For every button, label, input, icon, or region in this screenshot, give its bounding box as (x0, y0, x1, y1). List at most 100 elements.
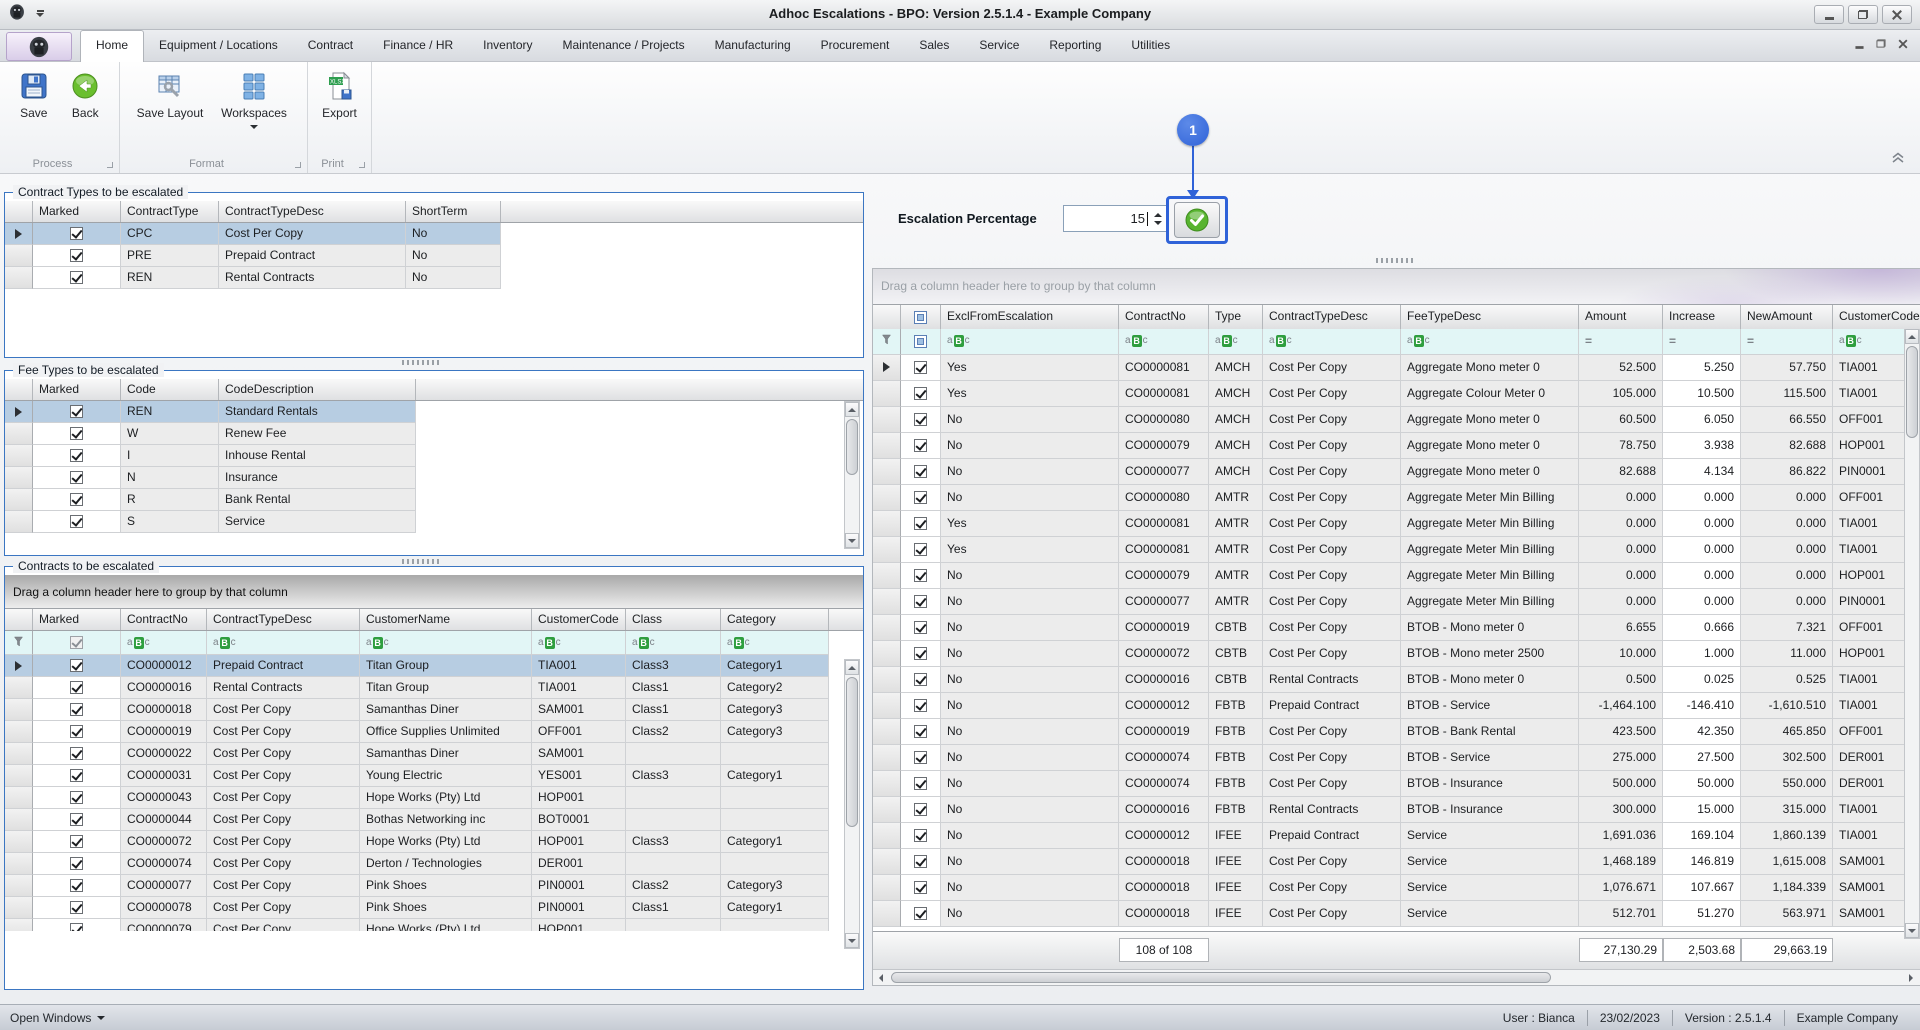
checkbox[interactable] (914, 516, 927, 530)
cell[interactable]: Cost Per Copy (1263, 718, 1401, 745)
checkbox[interactable] (70, 515, 83, 528)
cell[interactable]: Yes (941, 354, 1119, 381)
table-row[interactable]: No CO0000074 FBTB Cost Per Copy BTOB - Insur… (873, 770, 1920, 797)
cell[interactable]: Aggregate Meter Min Billing (1401, 562, 1579, 589)
column-header-marked[interactable]: Marked (33, 609, 121, 630)
cell[interactable]: Cost Per Copy (1263, 874, 1401, 901)
checkbox[interactable] (914, 906, 927, 920)
column-header-marked[interactable]: Marked (33, 201, 121, 222)
cell[interactable]: 115.500 (1741, 380, 1833, 407)
cell[interactable]: FBTB (1209, 744, 1263, 771)
tab-equipment-locations[interactable]: Equipment / Locations (159, 38, 278, 52)
cell[interactable]: 146.819 (1663, 848, 1741, 875)
cell[interactable]: HOP001 (532, 787, 626, 809)
marked-cell[interactable] (33, 831, 121, 853)
cell[interactable]: No (941, 718, 1119, 745)
marked-cell[interactable] (33, 853, 121, 875)
cell[interactable]: TIA001 (532, 677, 626, 699)
table-row[interactable]: CO0000016 Rental Contracts Titan Group TIA0… (5, 677, 863, 699)
cell[interactable] (626, 743, 721, 765)
marked-cell[interactable] (901, 432, 941, 459)
checkbox[interactable] (70, 427, 83, 440)
marked-cell[interactable] (33, 423, 121, 445)
marked-cell[interactable] (901, 796, 941, 823)
cell[interactable]: -1,610.510 (1741, 692, 1833, 719)
cell[interactable]: PIN0001 (532, 897, 626, 919)
scroll-down-icon[interactable] (845, 933, 859, 948)
cell[interactable]: 15.000 (1663, 796, 1741, 823)
checkbox[interactable] (70, 227, 83, 240)
cell[interactable]: SAM001 (532, 699, 626, 721)
escalation-percentage-input[interactable]: 15 (1063, 205, 1167, 232)
cell[interactable]: 42.350 (1663, 718, 1741, 745)
cell[interactable]: 0.000 (1663, 562, 1741, 589)
cell[interactable]: AMTR (1209, 510, 1263, 537)
cell[interactable]: FBTB (1209, 718, 1263, 745)
marked-cell[interactable] (901, 562, 941, 589)
table-row[interactable]: No CO0000016 FBTB Rental Contracts BTOB - In… (873, 796, 1920, 823)
table-row[interactable]: CO0000078 Cost Per Copy Pink Shoes PIN0001 C… (5, 897, 863, 919)
cell[interactable]: AMCH (1209, 380, 1263, 407)
dialog-launcher-icon[interactable] (359, 162, 365, 168)
cell[interactable]: No (941, 484, 1119, 511)
cell[interactable]: 1.000 (1663, 640, 1741, 667)
column-header-contracttypedesc[interactable]: ContractTypeDesc (219, 201, 406, 222)
numeric-filter-icon[interactable]: = (1585, 334, 1593, 349)
cell[interactable]: 1,076.671 (1579, 874, 1663, 901)
cell[interactable]: CPC (121, 223, 219, 245)
cell[interactable]: Cost Per Copy (207, 787, 360, 809)
cell[interactable]: Hope Works (Pty) Ltd (360, 919, 532, 931)
checkbox[interactable] (70, 249, 83, 262)
cell[interactable]: BTOB - Mono meter 2500 (1401, 640, 1579, 667)
cell[interactable]: AMCH (1209, 432, 1263, 459)
marked-cell[interactable] (33, 655, 121, 677)
close-button[interactable] (1882, 5, 1912, 24)
cell[interactable]: Service (1401, 900, 1579, 927)
table-row[interactable]: CPC Cost Per Copy No (5, 223, 863, 245)
marked-cell[interactable] (901, 510, 941, 537)
table-row[interactable]: No CO0000080 AMCH Cost Per Copy Aggregate Mo… (873, 406, 1920, 433)
marked-cell[interactable] (901, 900, 941, 927)
cell[interactable]: CO0000019 (1119, 718, 1209, 745)
marked-cell[interactable] (33, 897, 121, 919)
table-row[interactable]: No CO0000018 IFEE Cost Per Copy Service 1,468… (873, 848, 1920, 875)
cell[interactable]: No (941, 614, 1119, 641)
cell[interactable]: Cost Per Copy (1263, 380, 1401, 407)
marked-cell[interactable] (901, 874, 941, 901)
spin-up-icon[interactable] (1154, 212, 1162, 217)
cell[interactable]: IFEE (1209, 822, 1263, 849)
tab-finance-hr[interactable]: Finance / HR (383, 38, 454, 52)
cell[interactable] (721, 743, 829, 765)
cell[interactable]: 0.000 (1741, 588, 1833, 615)
horizontal-scrollbar[interactable] (873, 969, 1920, 985)
cell[interactable]: No (406, 267, 501, 289)
table-row[interactable]: No CO0000016 CBTB Rental Contracts BTOB - Mo… (873, 666, 1920, 693)
cell[interactable]: Class3 (626, 655, 721, 677)
marked-cell[interactable] (33, 875, 121, 897)
cell[interactable]: 0.000 (1579, 510, 1663, 537)
cell[interactable]: No (941, 744, 1119, 771)
cell[interactable]: CBTB (1209, 666, 1263, 693)
filter-cell[interactable]: = (1741, 328, 1833, 355)
table-row[interactable]: CO0000031 Cost Per Copy Young Electric YES0… (5, 765, 863, 787)
cell[interactable]: CO0000016 (1119, 666, 1209, 693)
column-header-code[interactable]: Code (121, 379, 219, 400)
filter-cell[interactable] (33, 631, 121, 655)
cell[interactable]: -146.410 (1663, 692, 1741, 719)
cell[interactable] (626, 919, 721, 931)
filter-cell[interactable]: = (1663, 328, 1741, 355)
cell[interactable]: OFF001 (532, 721, 626, 743)
save-button[interactable]: Save (8, 66, 60, 120)
marked-cell[interactable] (901, 718, 941, 745)
table-row[interactable]: REN Rental Contracts No (5, 267, 863, 289)
table-row[interactable]: No CO0000012 FBTB Prepaid Contract BTOB - Se… (873, 692, 1920, 719)
cell[interactable]: No (941, 666, 1119, 693)
cell[interactable]: 0.000 (1741, 484, 1833, 511)
table-row[interactable]: No CO0000018 IFEE Cost Per Copy Service 512.7… (873, 900, 1920, 927)
